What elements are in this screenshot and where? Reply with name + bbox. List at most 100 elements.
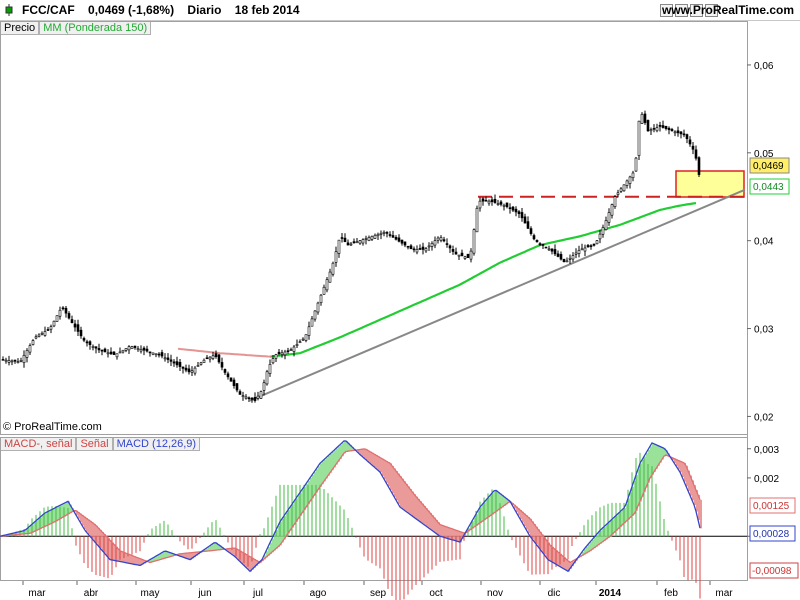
macd-fill-segment [328,455,330,476]
zoom-out-button[interactable] [675,4,688,17]
price-bar [97,343,101,354]
price-bar [121,349,125,354]
close-button[interactable] [705,4,718,17]
price-bar [445,238,449,248]
price-bar [214,350,218,359]
macd-fill-segment [268,546,270,556]
macd-fill-segment [298,495,300,520]
macd-fill-segment [54,508,56,523]
price-bar [256,391,260,401]
price-bar [190,366,194,377]
price-bar [625,179,629,189]
x-tick-label: mar [715,588,733,599]
price-bar [694,145,698,161]
settings-button[interactable] [690,4,703,17]
title-bar: FCC/CAF 0,0469 (-1,68%) Diario 18 feb 20… [0,0,800,21]
price-bar [133,345,137,350]
macd-fill-segment [530,518,532,537]
macd-fill-segment [60,505,62,520]
legend-signal[interactable]: Señal [76,437,113,451]
price-bar [568,254,572,264]
macd-fill-segment [500,493,502,509]
macd-fill-segment [348,442,350,452]
price-bar [580,243,584,251]
price-bar [679,131,683,139]
macd-fill-segment [154,557,156,562]
macd-fill-segment [232,548,234,555]
price-bar [142,346,146,356]
price-bar [166,353,170,364]
macd-fill-segment [480,507,482,524]
macd-fill-segment [36,520,38,531]
macd-fill-segment [676,459,678,467]
price-bar [238,389,242,395]
macd-fill-segment [192,552,194,559]
price-bar [67,311,71,320]
macd-fill-segment [158,554,160,561]
macd-histogram [3,452,701,600]
price-bar [466,253,470,258]
price-bar [451,245,455,255]
price-bar [268,359,272,377]
price-bar [13,359,17,364]
price-tick-label: 0,02 [754,412,774,423]
toolbar [660,4,718,17]
macd-fill-segment [552,546,554,563]
macd-fill-segment [130,554,132,564]
price-bar [379,230,383,240]
macd-fill-segment [136,557,138,565]
macd-fill-segment [590,542,592,552]
macd-fill-segment [474,517,476,528]
signal-value-text: 0,00125 [753,501,790,512]
macd-fill-segment [622,509,624,526]
price-bar [367,235,371,242]
macd-fill-segment [518,508,520,516]
price-bar [556,250,560,258]
macd-line [0,440,701,573]
price-bar [571,252,575,263]
macd-fill-segment [284,515,286,540]
macd-fill-segment [608,522,610,539]
macd-fill-segment [40,517,42,529]
macd-fill-segment [506,498,508,505]
macd-fill-segment [434,517,436,533]
macd-fill-segment [522,511,524,523]
price-bar [589,244,593,250]
price-bar [58,306,62,320]
price-panel[interactable] [0,21,748,435]
price-bar [562,258,566,263]
price-bar [178,358,182,372]
zoom-in-button[interactable] [660,4,673,17]
macd-fill-segment [306,483,308,508]
macd-tick-label: 0,002 [754,474,779,485]
price-bar [94,346,98,354]
trend-line [249,188,746,402]
macd-fill-segment [162,552,164,560]
price-bar [358,240,362,245]
macd-fill-segment [482,504,484,522]
macd-fill-segment [526,515,528,530]
legend-macd[interactable]: MACD (12,26,9) [112,437,201,451]
macd-fill-segment [14,532,16,536]
macd-fill-segment [380,457,382,473]
macd-fill-segment [246,554,248,568]
price-bar [634,156,638,172]
macd-fill-segment [26,529,28,535]
site-link[interactable]: www.ProRealTime.com [661,3,794,17]
macd-fill-segment [586,546,588,554]
macd-fill-segment [28,527,30,534]
legend-ma[interactable]: MM (Ponderada 150) [39,21,152,35]
macd-fill-segment [452,528,454,541]
macd-fill-segment [584,549,586,555]
macd-fill-segment [454,529,456,541]
macd-fill-segment [142,559,144,565]
macd-fill-segment [520,510,522,520]
price-bar [493,194,497,204]
macd-fill-segment [594,537,596,549]
price-bar [637,120,641,160]
macd-fill-segment [420,501,422,522]
macd-fill-segment [640,463,642,502]
price-bar [676,126,680,137]
price-bar [106,349,110,358]
